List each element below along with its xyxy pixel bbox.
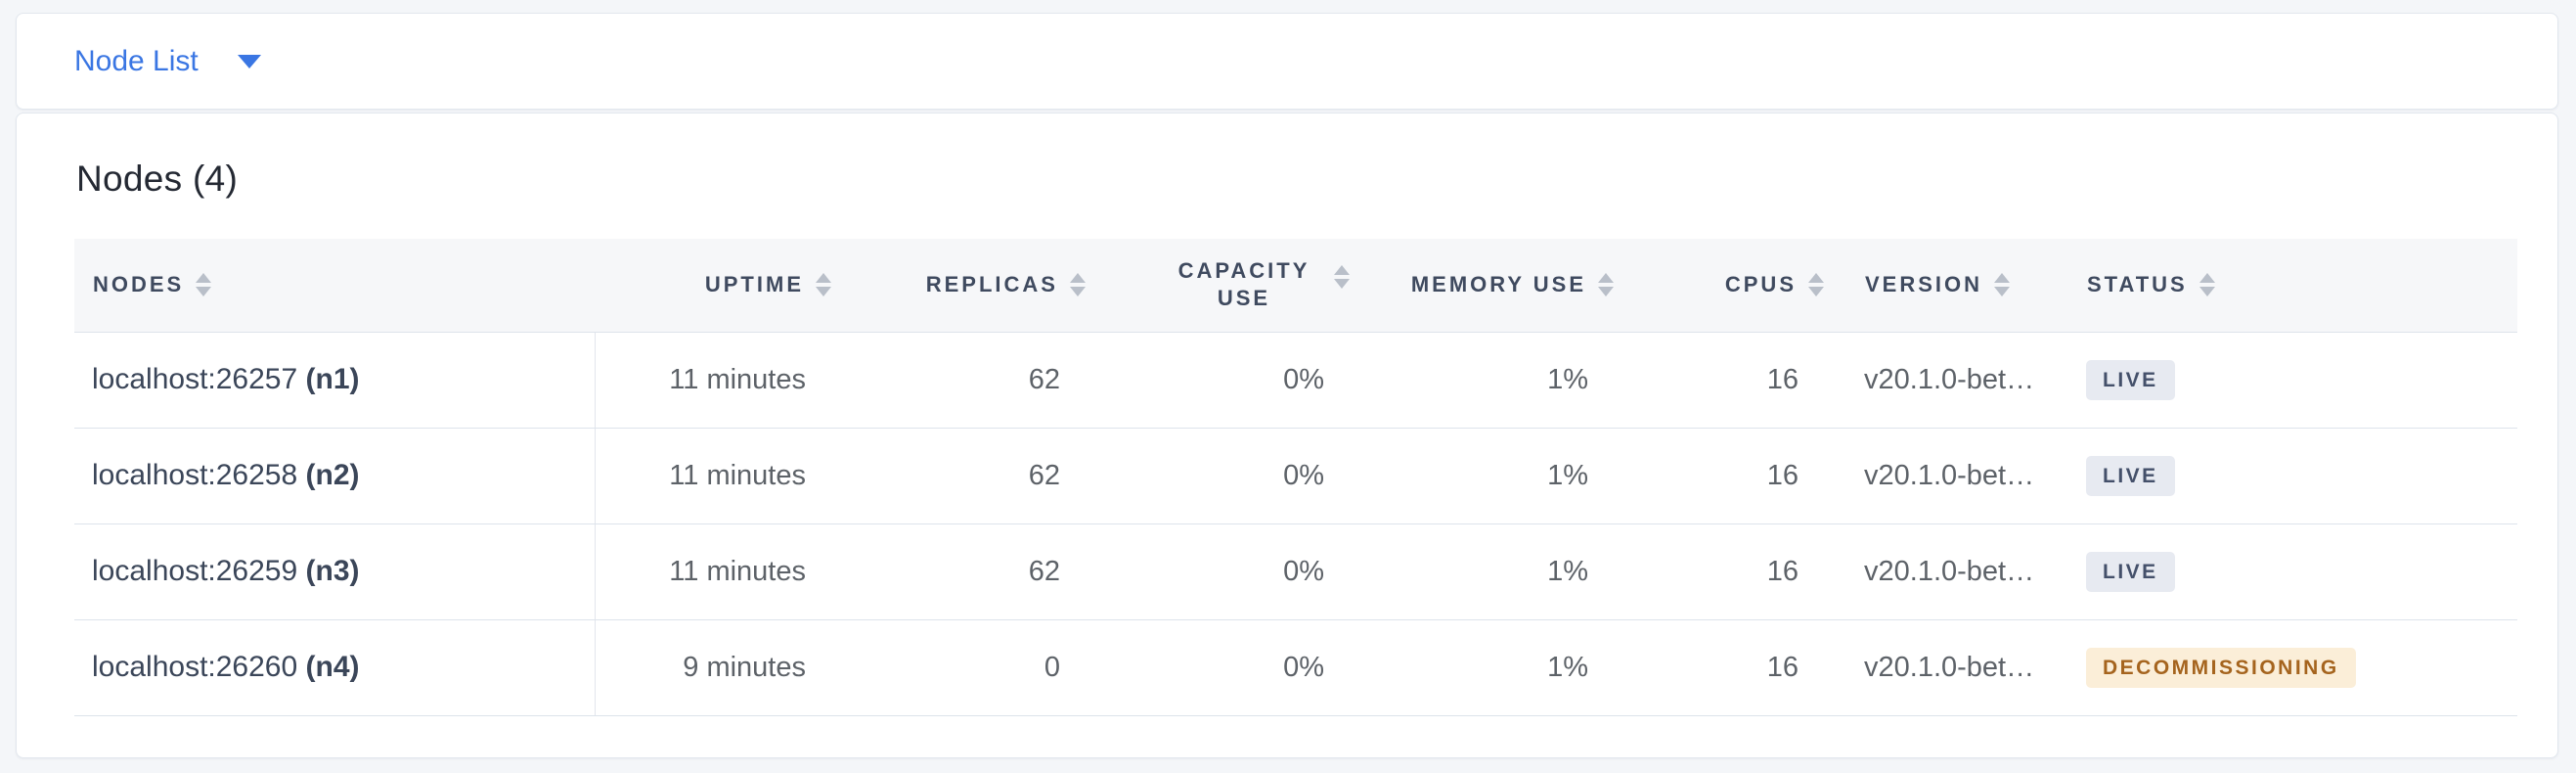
status-badge: LIVE (2086, 455, 2175, 496)
status-cell: DECOMMISSIONING (2069, 619, 2517, 716)
node-id: (n2) (305, 459, 360, 491)
capacity-use-cell: 0% (1096, 428, 1360, 524)
column-header-label: NODES (93, 272, 185, 297)
nodes-table: NODES UPTIME REPLICAS (74, 239, 2517, 716)
sort-icon (196, 273, 212, 297)
table-row: localhost:26260 (n4) 9 minutes 0 0% 1% 1… (74, 619, 2517, 716)
view-selector-label: Node List (74, 44, 199, 77)
sort-icon (1808, 273, 1824, 297)
column-header-label: MEMORY USE (1410, 272, 1586, 297)
column-header-replicas[interactable]: REPLICAS (842, 239, 1096, 333)
uptime-cell: 11 minutes (595, 428, 842, 524)
nodes-card: Nodes (4) NODES UPTIME (16, 113, 2558, 758)
capacity-use-cell: 0% (1096, 332, 1360, 429)
sort-icon (1070, 273, 1086, 297)
status-cell: LIVE (2069, 523, 2517, 620)
sort-icon (2198, 273, 2215, 297)
column-header-label: REPLICAS (925, 272, 1058, 297)
version-cell: v20.1.0-bet… (1835, 619, 2069, 716)
node-address: localhost:26260 (92, 651, 298, 683)
memory-use-cell: 1% (1360, 523, 1624, 620)
table-header-row: NODES UPTIME REPLICAS (74, 239, 2517, 333)
node-id: (n4) (305, 651, 360, 683)
node-address: localhost:26257 (92, 363, 298, 395)
column-header-memory-use[interactable]: MEMORY USE (1360, 239, 1624, 333)
status-badge: DECOMMISSIONING (2086, 647, 2356, 688)
replicas-cell: 62 (842, 428, 1096, 524)
node-address: localhost:26258 (92, 459, 298, 491)
column-header-capacity-use[interactable]: CAPACITY USE (1096, 239, 1360, 333)
page-title: Nodes (4) (76, 159, 239, 199)
cpus-cell: 16 (1624, 619, 1835, 716)
column-header-version[interactable]: VERSION (1835, 239, 2069, 333)
replicas-cell: 0 (842, 619, 1096, 716)
caret-down-icon (237, 54, 261, 68)
status-badge: LIVE (2086, 359, 2175, 400)
status-badge: LIVE (2086, 551, 2175, 592)
cpus-cell: 16 (1624, 428, 1835, 524)
version-cell: v20.1.0-bet… (1835, 332, 2069, 429)
memory-use-cell: 1% (1360, 428, 1624, 524)
node-id: (n1) (305, 363, 360, 395)
view-selector-bar: Node List (16, 13, 2558, 110)
column-header-nodes[interactable]: NODES (74, 239, 595, 333)
sort-icon (1598, 273, 1614, 297)
cpus-cell: 16 (1624, 332, 1835, 429)
replicas-cell: 62 (842, 523, 1096, 620)
replicas-cell: 62 (842, 332, 1096, 429)
column-header-label: UPTIME (704, 272, 804, 297)
node-address-cell: localhost:26258 (n2) (74, 428, 596, 524)
view-selector-dropdown[interactable]: Node List (74, 45, 261, 78)
node-address-cell: localhost:26257 (n1) (74, 332, 596, 429)
uptime-cell: 11 minutes (595, 523, 842, 620)
status-cell: LIVE (2069, 428, 2517, 524)
table-row: localhost:26259 (n3) 11 minutes 62 0% 1%… (74, 523, 2517, 620)
column-header-label: CPUS (1724, 272, 1797, 297)
status-cell: LIVE (2069, 332, 2517, 429)
column-header-label: CAPACITY USE (1177, 257, 1310, 311)
node-id: (n3) (305, 555, 360, 587)
uptime-cell: 11 minutes (595, 332, 842, 429)
capacity-use-cell: 0% (1096, 523, 1360, 620)
column-header-label: STATUS (2087, 272, 2188, 297)
memory-use-cell: 1% (1360, 619, 1624, 716)
uptime-cell: 9 minutes (595, 619, 842, 716)
sort-icon (1334, 264, 1350, 289)
column-header-uptime[interactable]: UPTIME (595, 239, 842, 333)
version-cell: v20.1.0-bet… (1835, 523, 2069, 620)
sort-icon (1994, 273, 2011, 297)
version-cell: v20.1.0-bet… (1835, 428, 2069, 524)
table-row: localhost:26257 (n1) 11 minutes 62 0% 1%… (74, 332, 2517, 429)
node-address: localhost:26259 (92, 555, 298, 587)
column-header-status[interactable]: STATUS (2069, 239, 2517, 333)
sort-icon (816, 273, 831, 297)
node-address-cell: localhost:26259 (n3) (74, 523, 596, 620)
capacity-use-cell: 0% (1096, 619, 1360, 716)
cpus-cell: 16 (1624, 523, 1835, 620)
memory-use-cell: 1% (1360, 332, 1624, 429)
node-address-cell: localhost:26260 (n4) (74, 619, 596, 716)
column-header-label: VERSION (1865, 272, 1983, 297)
table-row: localhost:26258 (n2) 11 minutes 62 0% 1%… (74, 428, 2517, 524)
column-header-cpus[interactable]: CPUS (1624, 239, 1835, 333)
